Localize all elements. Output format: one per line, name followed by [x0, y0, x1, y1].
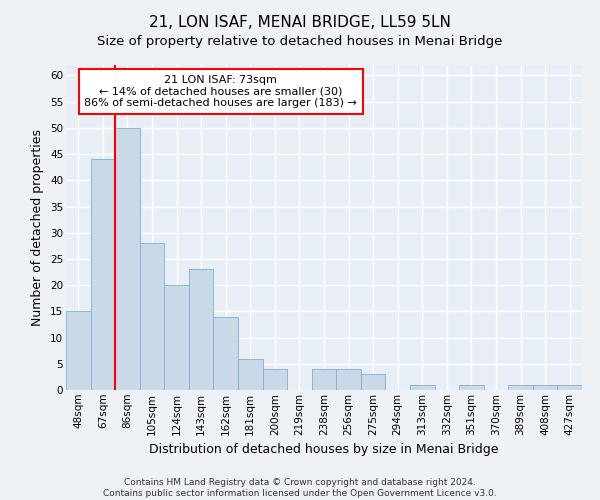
Bar: [410, 385, 434, 390]
Bar: [459, 385, 484, 390]
Bar: [557, 385, 582, 390]
Bar: [361, 374, 385, 390]
Bar: [140, 243, 164, 390]
Bar: [508, 385, 533, 390]
Bar: [238, 358, 263, 390]
Y-axis label: Number of detached properties: Number of detached properties: [31, 129, 44, 326]
Bar: [164, 285, 189, 390]
Bar: [115, 128, 140, 390]
Bar: [66, 312, 91, 390]
Text: 21 LON ISAF: 73sqm
← 14% of detached houses are smaller (30)
86% of semi-detache: 21 LON ISAF: 73sqm ← 14% of detached hou…: [85, 74, 357, 108]
Bar: [533, 385, 557, 390]
Bar: [91, 160, 115, 390]
Text: 21, LON ISAF, MENAI BRIDGE, LL59 5LN: 21, LON ISAF, MENAI BRIDGE, LL59 5LN: [149, 15, 451, 30]
Text: Contains HM Land Registry data © Crown copyright and database right 2024.
Contai: Contains HM Land Registry data © Crown c…: [103, 478, 497, 498]
X-axis label: Distribution of detached houses by size in Menai Bridge: Distribution of detached houses by size …: [149, 443, 499, 456]
Bar: [214, 316, 238, 390]
Bar: [189, 270, 214, 390]
Bar: [263, 369, 287, 390]
Text: Size of property relative to detached houses in Menai Bridge: Size of property relative to detached ho…: [97, 35, 503, 48]
Bar: [312, 369, 336, 390]
Bar: [336, 369, 361, 390]
